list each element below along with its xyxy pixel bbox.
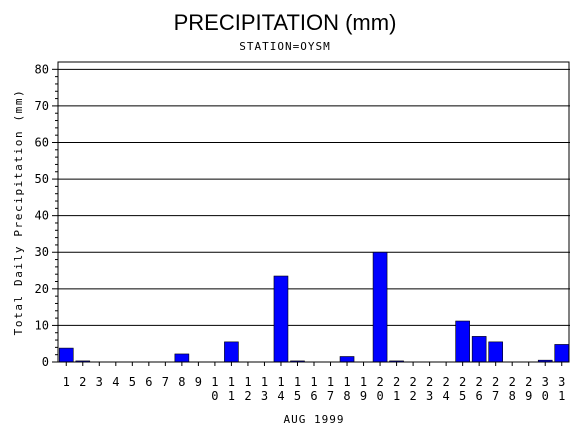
x-tick-label-day-6: 6 bbox=[145, 375, 152, 389]
plot-frame bbox=[57, 61, 570, 363]
x-tick-label-day-5: 5 bbox=[129, 375, 136, 389]
y-tick-label: 40 bbox=[35, 209, 49, 223]
y-tick-label: 60 bbox=[35, 135, 49, 149]
x-tick-label-day-8: 8 bbox=[178, 375, 185, 389]
y-axis: 0 10 20 30 40 50 60 70 80 bbox=[35, 62, 58, 369]
y-tick-label: 80 bbox=[35, 62, 49, 76]
bar-day-11 bbox=[224, 341, 239, 363]
y-tick-label: 30 bbox=[35, 245, 49, 259]
gridlines bbox=[58, 68, 570, 326]
bar-day-26 bbox=[471, 336, 487, 363]
y-tick-label: 0 bbox=[42, 355, 49, 369]
x-tick-label-day-3: 3 bbox=[96, 375, 103, 389]
x-tick-label-day-7: 7 bbox=[162, 375, 169, 389]
bar-day-20 bbox=[372, 251, 388, 363]
y-tick-label: 10 bbox=[35, 318, 49, 332]
y-tick-label: 50 bbox=[35, 172, 49, 186]
bar-day-31 bbox=[554, 344, 570, 363]
x-tick-label-day-4: 4 bbox=[112, 375, 119, 389]
bar-day-27 bbox=[488, 341, 503, 363]
x-tick-label-day-1: 1 bbox=[63, 375, 70, 389]
y-tick-label: 20 bbox=[35, 282, 49, 296]
x-axis: 1 2 3 4 5 6 7 8 9 1 01 11 21 31 41 51 61 71 81 92 02 12 22 32 42… bbox=[63, 362, 565, 403]
bar-day-8 bbox=[174, 353, 190, 363]
bar-day-1 bbox=[58, 347, 74, 363]
bar-day-14 bbox=[273, 275, 289, 363]
x-axis-label: AUG 1999 bbox=[284, 413, 345, 426]
bars bbox=[58, 251, 570, 363]
y-axis-label: Total Daily Precipitation (mm) bbox=[12, 89, 25, 336]
x-tick-label-day-9: 9 bbox=[195, 375, 202, 389]
bar-day-18 bbox=[339, 356, 355, 363]
bar-day-25 bbox=[455, 320, 470, 363]
y-tick-label: 70 bbox=[35, 99, 49, 113]
chart-subtitle: STATION=OYSM bbox=[239, 40, 330, 53]
x-tick-label-day-2: 2 bbox=[79, 375, 86, 389]
chart-title: PRECIPITATION (mm) bbox=[174, 10, 397, 35]
